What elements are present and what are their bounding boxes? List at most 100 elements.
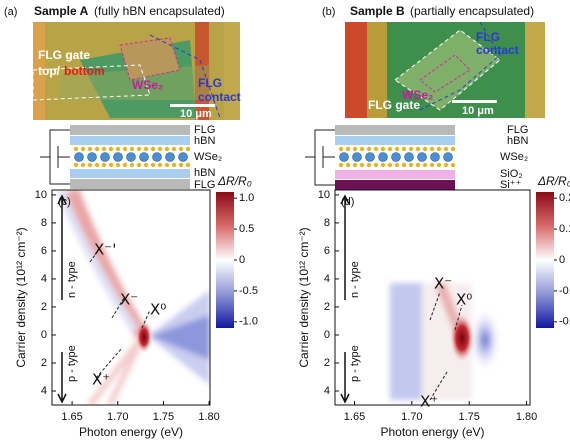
y-tick-label: 10 — [35, 189, 47, 201]
panel-subtitle: (fully hBN encapsulated) — [94, 4, 225, 18]
x-tick-label: 1.70 — [401, 411, 422, 423]
y-axis-label: Carrier density (10¹² cm⁻²) — [14, 227, 28, 367]
atom — [352, 162, 358, 168]
atom — [80, 146, 86, 152]
atom — [339, 152, 349, 162]
annotation: X⁺ — [420, 393, 438, 411]
atom — [417, 152, 427, 162]
y-tick-label: 4 — [41, 385, 47, 397]
colorbar-title: ΔR/R₀ — [217, 174, 252, 188]
panel-title: Sample B — [350, 4, 405, 18]
atom — [178, 146, 184, 152]
atom — [80, 162, 86, 168]
atom — [157, 162, 163, 168]
atom — [404, 152, 414, 162]
atom — [108, 162, 114, 168]
atom — [171, 162, 177, 168]
micrograph — [345, 21, 545, 118]
annotation: n - type — [66, 261, 78, 298]
colorbar-tick-label: -0.2 — [559, 316, 570, 328]
atom — [415, 146, 421, 152]
panel-subtitle: (partially encapsulated) — [410, 4, 534, 18]
atom — [136, 162, 142, 168]
atom — [429, 146, 435, 152]
layer-label: FLG — [194, 124, 215, 136]
micrograph — [32, 22, 240, 120]
annotation: X⁻' — [94, 241, 116, 259]
image-label: FLG gate — [38, 48, 90, 62]
y-tick-label: 6 — [41, 245, 47, 257]
atom — [352, 146, 358, 152]
x-axis-label: Photon energy (eV) — [380, 425, 484, 439]
image-label: FLG — [198, 76, 222, 90]
atom — [139, 152, 149, 162]
colorbar-tick-label: 0.1 — [559, 223, 570, 235]
annotation: p - type — [66, 345, 78, 382]
annotation: X⁰ — [150, 301, 166, 319]
atom — [338, 146, 344, 152]
y-tick-label: 2 — [324, 357, 330, 369]
heatmap-image — [52, 190, 210, 405]
atom — [366, 146, 372, 152]
atom — [115, 146, 121, 152]
atom — [171, 146, 177, 152]
x-tick-label: 1.75 — [458, 411, 479, 423]
atom — [73, 146, 79, 152]
x-tick-label: 1.80 — [516, 411, 537, 423]
layer-label: WSe₂ — [500, 151, 528, 163]
atom — [122, 146, 128, 152]
colorbar-tick-label: 0 — [559, 254, 565, 266]
panel-label: (a) — [4, 6, 17, 18]
atom — [387, 146, 393, 152]
atom — [143, 162, 149, 168]
y-tick-label: 8 — [41, 217, 47, 229]
atom — [443, 162, 449, 168]
colorbar-tick-label: -1.0 — [239, 316, 258, 328]
atom — [408, 146, 414, 152]
colorbar-tick-label: 0.2 — [559, 192, 570, 204]
atom — [345, 146, 351, 152]
layer-label: hBN — [507, 135, 528, 147]
atom — [150, 146, 156, 152]
y-tick-label: 2 — [41, 301, 47, 313]
panel-title: Sample A — [34, 4, 89, 18]
panel-label: (b) — [322, 6, 335, 18]
layer-label: FLG — [194, 179, 215, 191]
atom — [165, 152, 175, 162]
atom — [352, 152, 362, 162]
atom — [178, 152, 188, 162]
atom — [178, 162, 184, 168]
atom — [129, 162, 135, 168]
wse2-lattice — [73, 146, 456, 168]
atom — [415, 162, 421, 168]
atom — [366, 162, 372, 168]
atom — [401, 146, 407, 152]
atom — [391, 152, 401, 162]
atom — [443, 152, 453, 162]
scale-label: 10 μm — [462, 105, 494, 117]
atom — [113, 152, 123, 162]
atom — [164, 162, 170, 168]
image-label: WSe₂ — [132, 78, 163, 92]
y-tick-label: 4 — [324, 385, 330, 397]
atom — [108, 146, 114, 152]
y-tick-label: 0 — [41, 329, 47, 341]
annotation: X⁻ — [434, 275, 452, 293]
colorbar-tick-label: -0.5 — [239, 285, 258, 297]
atom — [450, 146, 456, 152]
layer-label: Si⁺⁺ — [500, 179, 522, 191]
atom — [101, 162, 107, 168]
annotation: n - type — [349, 261, 361, 298]
atom — [401, 162, 407, 168]
image-label: FLG gate — [368, 98, 420, 112]
atom — [185, 146, 191, 152]
layer-label: FLG — [507, 124, 528, 136]
x-tick-label: 1.80 — [198, 411, 219, 423]
colorbar — [216, 192, 234, 328]
atom — [380, 146, 386, 152]
atom — [100, 152, 110, 162]
image-label: contact — [198, 90, 241, 104]
atom — [378, 152, 388, 162]
atom — [359, 146, 365, 152]
atom — [129, 146, 135, 152]
